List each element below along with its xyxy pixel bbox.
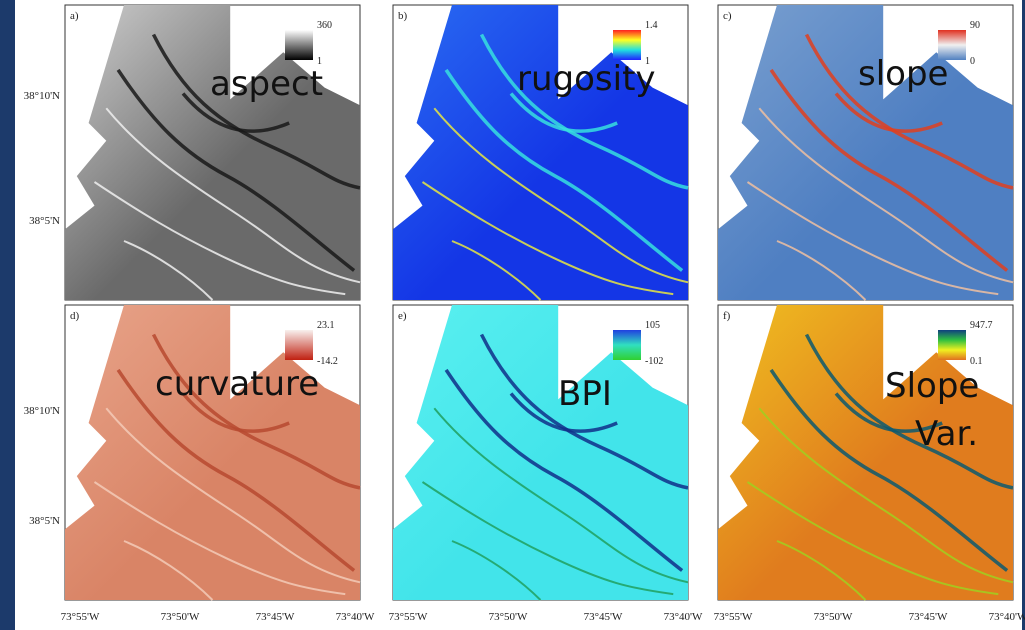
x-axis-label: 73°55'W <box>714 611 753 623</box>
map-panel: d) 23.1 -14.2 <box>65 305 360 600</box>
map-panel: e) 105 -102 <box>393 305 688 600</box>
x-axis-label: 73°50'W <box>814 611 853 623</box>
panel-letter: d) <box>70 310 80 322</box>
x-axis-label: 73°45'W <box>584 611 623 623</box>
colorbar <box>285 330 313 360</box>
colorbar-max: 360 <box>317 20 332 31</box>
colorbar <box>285 30 313 60</box>
layer-label: Slope <box>885 366 979 406</box>
colorbar <box>938 330 966 360</box>
x-axis-label: 73°55'W <box>389 611 428 623</box>
colorbar-max: 947.7 <box>970 320 993 331</box>
layer-label: aspect <box>210 64 323 104</box>
figure: a)3601b)1.41c)900d)23.1-14.2e)105-102f)9… <box>0 0 1025 630</box>
layer-label: rugosity <box>517 59 656 99</box>
colorbar-max: 90 <box>970 20 980 31</box>
panel-letter: a) <box>70 10 79 22</box>
panel-letter: b) <box>398 10 408 22</box>
layer-label: Var. <box>915 414 978 454</box>
x-axis-label: 73°45'W <box>909 611 948 623</box>
colorbar-min: -14.2 <box>317 356 338 367</box>
x-axis-label: 73°50'W <box>161 611 200 623</box>
colorbar-max: 1.4 <box>645 20 658 31</box>
x-axis-label: 73°50'W <box>489 611 528 623</box>
x-axis-label: 73°40'W <box>989 611 1025 623</box>
y-axis-label: 38°10'N <box>24 90 60 102</box>
x-axis-label: 73°40'W <box>664 611 703 623</box>
layer-label: slope <box>858 54 948 94</box>
y-axis-label: 38°5'N <box>29 215 60 227</box>
colorbar <box>613 330 641 360</box>
layer-label: curvature <box>155 364 319 404</box>
y-axis-label: 38°5'N <box>29 515 60 527</box>
x-axis-label: 73°40'W <box>336 611 375 623</box>
colorbar-max: 23.1 <box>317 320 335 331</box>
panel-letter: e) <box>398 310 407 322</box>
colorbar-min: 0 <box>970 56 975 67</box>
map-panel: b)1.41 <box>393 5 688 300</box>
x-axis-label: 73°55'W <box>61 611 100 623</box>
colorbar <box>613 30 641 60</box>
panel-letter: f) <box>723 310 731 322</box>
y-axis-label: 38°10'N <box>24 405 60 417</box>
layer-label: BPI <box>558 374 612 414</box>
colorbar-min: -102 <box>645 356 663 367</box>
x-axis-label: 73°45'W <box>256 611 295 623</box>
colorbar-max: 105 <box>645 320 660 331</box>
page: {"figure": { "panels": [ {"letter": "a)"… <box>0 0 1025 630</box>
panel-letter: c) <box>723 10 732 22</box>
map-panel: c) 90 0 <box>718 5 1013 300</box>
